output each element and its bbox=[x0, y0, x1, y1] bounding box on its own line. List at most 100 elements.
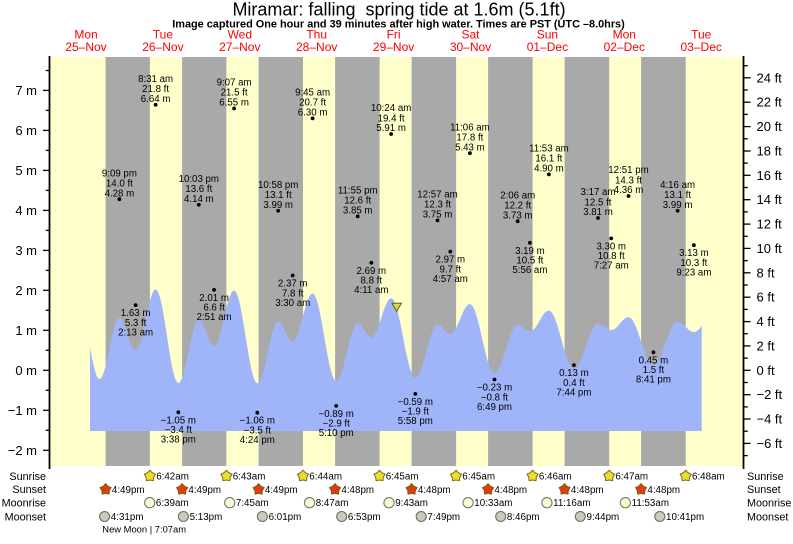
svg-text:6:45am: 6:45am bbox=[462, 472, 495, 483]
svg-text:−0.59 m: −0.59 m bbox=[398, 397, 433, 408]
svg-text:6:45am: 6:45am bbox=[386, 472, 419, 483]
svg-text:6:01pm: 6:01pm bbox=[269, 512, 302, 523]
svg-text:3.81 m: 3.81 m bbox=[583, 207, 613, 218]
svg-text:8:31 am: 8:31 am bbox=[138, 74, 173, 85]
svg-text:Sun: Sun bbox=[537, 28, 558, 42]
svg-text:9:44pm: 9:44pm bbox=[587, 512, 620, 523]
svg-text:2.97 m: 2.97 m bbox=[435, 255, 465, 266]
svg-text:4.28 m: 4.28 m bbox=[105, 188, 135, 199]
svg-text:21.5 ft: 21.5 ft bbox=[221, 88, 248, 99]
svg-text:5:10 pm: 5:10 pm bbox=[319, 428, 354, 439]
svg-text:6 ft: 6 ft bbox=[757, 290, 775, 305]
svg-text:4.90 m: 4.90 m bbox=[534, 164, 564, 175]
svg-text:17.8 ft: 17.8 ft bbox=[456, 133, 483, 144]
svg-text:4:48pm: 4:48pm bbox=[571, 485, 604, 496]
svg-text:13.6 ft: 13.6 ft bbox=[185, 184, 212, 195]
svg-text:3.73 m: 3.73 m bbox=[503, 210, 533, 221]
svg-text:14.3 ft: 14.3 ft bbox=[615, 175, 642, 186]
svg-text:Tue: Tue bbox=[153, 28, 174, 42]
svg-text:9:23 am: 9:23 am bbox=[676, 268, 711, 279]
svg-text:16 ft: 16 ft bbox=[757, 168, 783, 183]
svg-text:7.8 ft: 7.8 ft bbox=[282, 288, 304, 299]
svg-text:4:11 am: 4:11 am bbox=[354, 285, 388, 296]
svg-text:10.3 ft: 10.3 ft bbox=[680, 258, 707, 269]
svg-text:30–Nov: 30–Nov bbox=[450, 40, 491, 54]
svg-text:−2 m: −2 m bbox=[8, 443, 37, 458]
svg-text:1.63 m: 1.63 m bbox=[121, 308, 151, 319]
svg-text:3.75 m: 3.75 m bbox=[423, 210, 453, 221]
svg-text:11:53 am: 11:53 am bbox=[529, 144, 569, 155]
svg-text:4:48pm: 4:48pm bbox=[494, 485, 527, 496]
svg-text:8.8 ft: 8.8 ft bbox=[361, 276, 383, 287]
svg-text:1 m: 1 m bbox=[15, 323, 37, 338]
svg-text:2:51 am: 2:51 am bbox=[197, 312, 232, 323]
svg-text:12.3 ft: 12.3 ft bbox=[424, 200, 451, 211]
svg-text:3.30 m: 3.30 m bbox=[596, 241, 626, 252]
svg-text:13.1 ft: 13.1 ft bbox=[664, 190, 691, 201]
svg-text:4.36 m: 4.36 m bbox=[614, 185, 644, 196]
svg-text:−1.05 m: −1.05 m bbox=[161, 415, 196, 426]
svg-text:10:03 pm: 10:03 pm bbox=[179, 174, 219, 185]
svg-text:13.1 ft: 13.1 ft bbox=[265, 190, 292, 201]
svg-text:19.4 ft: 19.4 ft bbox=[378, 113, 405, 124]
svg-text:2 m: 2 m bbox=[15, 283, 37, 298]
svg-text:7 m: 7 m bbox=[15, 83, 37, 98]
svg-text:0.13 m: 0.13 m bbox=[559, 368, 589, 379]
svg-text:4:31pm: 4:31pm bbox=[111, 512, 144, 523]
svg-text:6 m: 6 m bbox=[15, 123, 37, 138]
svg-text:Wed: Wed bbox=[228, 28, 252, 42]
svg-text:Thu: Thu bbox=[306, 28, 327, 42]
svg-text:24 ft: 24 ft bbox=[757, 70, 783, 85]
svg-text:−6 ft: −6 ft bbox=[757, 436, 783, 451]
svg-text:12.2 ft: 12.2 ft bbox=[504, 201, 531, 212]
svg-text:16.1 ft: 16.1 ft bbox=[535, 154, 562, 165]
svg-text:−3.5 ft: −3.5 ft bbox=[244, 426, 272, 437]
svg-text:12.6 ft: 12.6 ft bbox=[344, 196, 371, 207]
svg-text:9:07 am: 9:07 am bbox=[217, 78, 252, 89]
svg-text:3:17 am: 3:17 am bbox=[580, 187, 615, 198]
svg-text:9:09 pm: 9:09 pm bbox=[102, 168, 137, 179]
svg-text:8 ft: 8 ft bbox=[757, 265, 775, 280]
svg-text:−1.9 ft: −1.9 ft bbox=[402, 407, 430, 418]
svg-text:12 ft: 12 ft bbox=[757, 217, 783, 232]
svg-text:7:44 pm: 7:44 pm bbox=[556, 387, 591, 398]
svg-text:6.64 m: 6.64 m bbox=[141, 94, 171, 105]
svg-text:5.91 m: 5.91 m bbox=[376, 123, 406, 134]
svg-text:Mon: Mon bbox=[613, 28, 636, 42]
svg-text:01–Dec: 01–Dec bbox=[527, 40, 568, 54]
svg-text:26–Nov: 26–Nov bbox=[142, 40, 183, 54]
svg-text:27–Nov: 27–Nov bbox=[219, 40, 260, 54]
svg-text:25–Nov: 25–Nov bbox=[65, 40, 106, 54]
svg-text:10 ft: 10 ft bbox=[757, 241, 783, 256]
svg-text:Fri: Fri bbox=[387, 28, 401, 42]
svg-text:10.5 ft: 10.5 ft bbox=[516, 256, 543, 267]
svg-text:7:45am: 7:45am bbox=[236, 498, 269, 509]
svg-text:0.45 m: 0.45 m bbox=[639, 355, 669, 366]
svg-text:4:49pm: 4:49pm bbox=[112, 485, 145, 496]
svg-text:Moonrise: Moonrise bbox=[747, 498, 791, 510]
svg-text:Moonset: Moonset bbox=[5, 511, 46, 523]
svg-text:4 m: 4 m bbox=[15, 203, 37, 218]
svg-text:20 ft: 20 ft bbox=[757, 119, 783, 134]
svg-text:4:48pm: 4:48pm bbox=[418, 485, 451, 496]
svg-text:Sat: Sat bbox=[461, 28, 480, 42]
svg-text:Sunset: Sunset bbox=[747, 484, 781, 496]
svg-text:8:47am: 8:47am bbox=[316, 498, 349, 509]
svg-text:5:56 am: 5:56 am bbox=[512, 265, 547, 276]
svg-text:9.7 ft: 9.7 ft bbox=[440, 264, 462, 275]
svg-text:4:49pm: 4:49pm bbox=[188, 485, 221, 496]
svg-text:11:53am: 11:53am bbox=[632, 498, 669, 509]
svg-text:6.30 m: 6.30 m bbox=[298, 108, 328, 119]
svg-text:4:49pm: 4:49pm bbox=[265, 485, 298, 496]
svg-text:11:16am: 11:16am bbox=[553, 498, 590, 509]
svg-text:0.4 ft: 0.4 ft bbox=[563, 378, 585, 389]
svg-text:−2.9 ft: −2.9 ft bbox=[323, 419, 351, 430]
svg-text:5.43 m: 5.43 m bbox=[455, 142, 485, 153]
svg-text:Moonset: Moonset bbox=[747, 511, 788, 523]
svg-text:4:48pm: 4:48pm bbox=[647, 485, 680, 496]
svg-text:4.14 m: 4.14 m bbox=[184, 194, 214, 205]
svg-text:21.8 ft: 21.8 ft bbox=[142, 84, 169, 95]
svg-text:29–Nov: 29–Nov bbox=[373, 40, 414, 54]
svg-text:3 m: 3 m bbox=[15, 243, 37, 258]
svg-text:Sunrise: Sunrise bbox=[9, 471, 46, 483]
